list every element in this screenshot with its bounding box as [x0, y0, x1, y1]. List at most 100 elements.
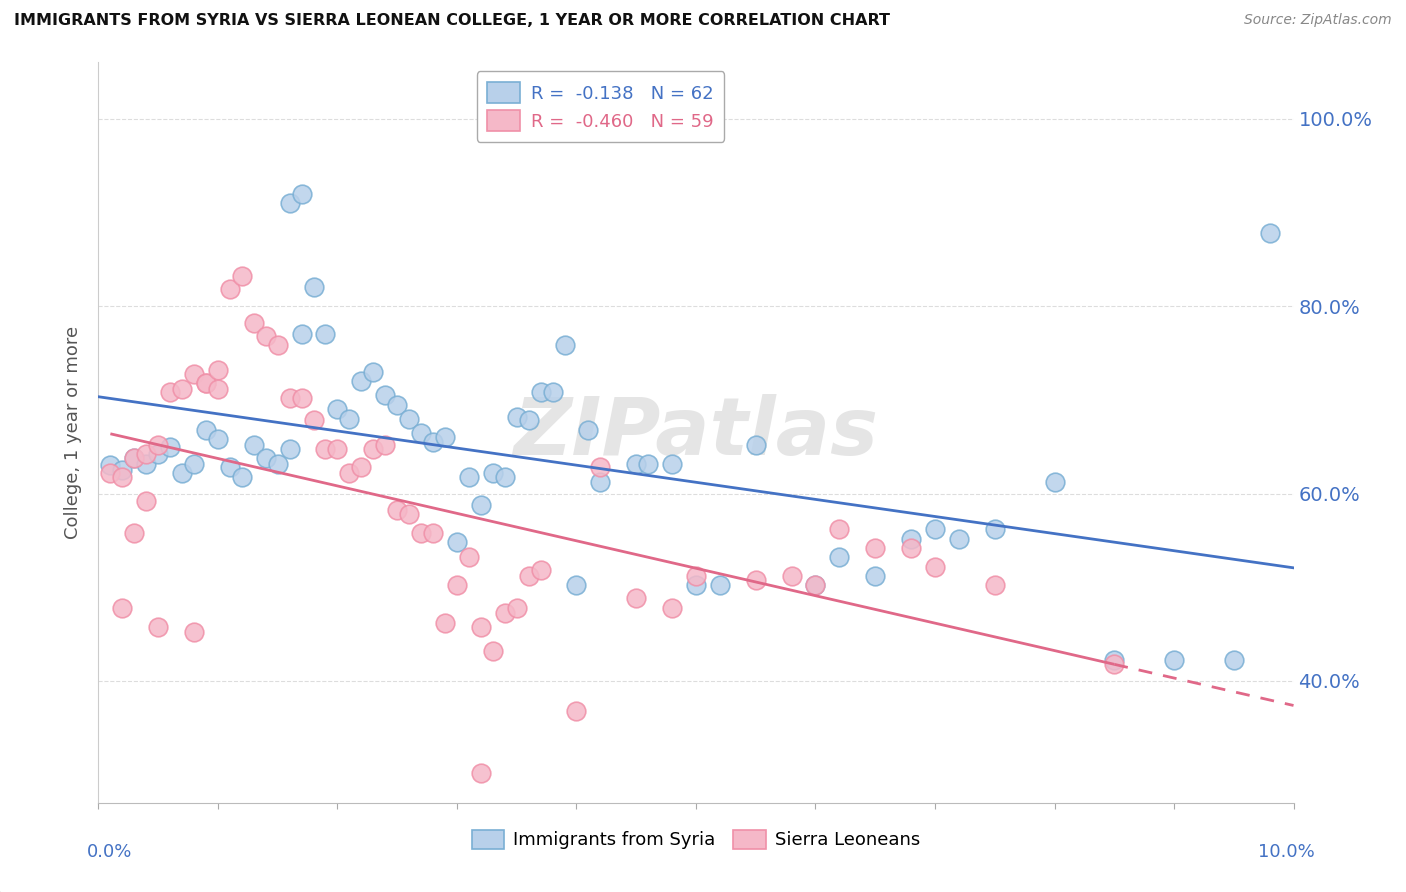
Point: [541, 385, 564, 400]
Point: [804, 578, 827, 592]
Point: [1223, 653, 1246, 667]
Point: [148, 447, 170, 461]
Text: 10.0%: 10.0%: [1258, 843, 1315, 861]
Point: [159, 385, 181, 400]
Point: [828, 522, 851, 536]
Point: [124, 450, 146, 465]
Point: [291, 391, 314, 405]
Point: [446, 578, 468, 592]
Point: [948, 532, 970, 546]
Y-axis label: College, 1 year or more: College, 1 year or more: [65, 326, 83, 539]
Point: [111, 600, 134, 615]
Point: [804, 578, 827, 592]
Point: [291, 186, 314, 201]
Point: [900, 532, 922, 546]
Point: [135, 447, 157, 461]
Text: 0.0%: 0.0%: [87, 843, 132, 861]
Point: [865, 569, 887, 583]
Point: [363, 365, 385, 379]
Point: [494, 469, 516, 483]
Point: [984, 522, 1007, 536]
Point: [470, 619, 492, 633]
Point: [183, 625, 205, 640]
Point: [434, 615, 457, 630]
Point: [1163, 653, 1185, 667]
Point: [637, 457, 659, 471]
Point: [1043, 475, 1066, 490]
Point: [374, 388, 396, 402]
Point: [924, 559, 946, 574]
Point: [685, 569, 707, 583]
Point: [470, 498, 492, 512]
Point: [195, 423, 218, 437]
Point: [494, 607, 516, 621]
Point: [506, 600, 529, 615]
Point: [302, 413, 325, 427]
Point: [195, 376, 218, 390]
Point: [517, 569, 540, 583]
Point: [565, 704, 588, 718]
Point: [626, 591, 648, 606]
Point: [111, 463, 134, 477]
Point: [111, 469, 134, 483]
Point: [219, 460, 242, 475]
Point: [745, 573, 768, 587]
Point: [398, 507, 420, 521]
Point: [302, 280, 325, 294]
Point: [900, 541, 922, 555]
Point: [385, 503, 409, 517]
Point: [422, 525, 444, 540]
Point: [326, 402, 349, 417]
Point: [291, 327, 314, 342]
Point: [482, 466, 505, 480]
Point: [517, 413, 540, 427]
Point: [661, 457, 683, 471]
Point: [254, 329, 277, 343]
Legend: Immigrants from Syria, Sierra Leoneans: Immigrants from Syria, Sierra Leoneans: [464, 823, 928, 856]
Point: [98, 466, 122, 480]
Point: [506, 409, 529, 424]
Point: [315, 327, 337, 342]
Point: [458, 469, 481, 483]
Point: [578, 423, 600, 437]
Point: [172, 466, 194, 480]
Point: [267, 457, 290, 471]
Point: [374, 438, 396, 452]
Point: [350, 374, 373, 388]
Point: [865, 541, 887, 555]
Point: [124, 525, 146, 540]
Point: [1258, 226, 1281, 240]
Point: [243, 438, 266, 452]
Point: [243, 316, 266, 330]
Point: [411, 525, 433, 540]
Point: [254, 450, 277, 465]
Text: ZIPatlas: ZIPatlas: [513, 393, 879, 472]
Point: [148, 619, 170, 633]
Point: [148, 438, 170, 452]
Point: [231, 469, 253, 483]
Point: [315, 442, 337, 456]
Point: [207, 382, 229, 396]
Point: [554, 338, 576, 352]
Point: [422, 435, 444, 450]
Point: [470, 765, 492, 780]
Point: [626, 457, 648, 471]
Point: [446, 535, 468, 549]
Point: [207, 432, 229, 446]
Point: [195, 376, 218, 390]
Point: [565, 578, 588, 592]
Point: [1104, 653, 1126, 667]
Point: [350, 460, 373, 475]
Point: [339, 466, 361, 480]
Point: [278, 196, 301, 211]
Point: [385, 397, 409, 411]
Point: [278, 442, 301, 456]
Point: [1104, 657, 1126, 672]
Point: [780, 569, 803, 583]
Point: [159, 440, 181, 454]
Point: [207, 363, 229, 377]
Point: [172, 382, 194, 396]
Point: [363, 442, 385, 456]
Point: [924, 522, 946, 536]
Point: [183, 367, 205, 381]
